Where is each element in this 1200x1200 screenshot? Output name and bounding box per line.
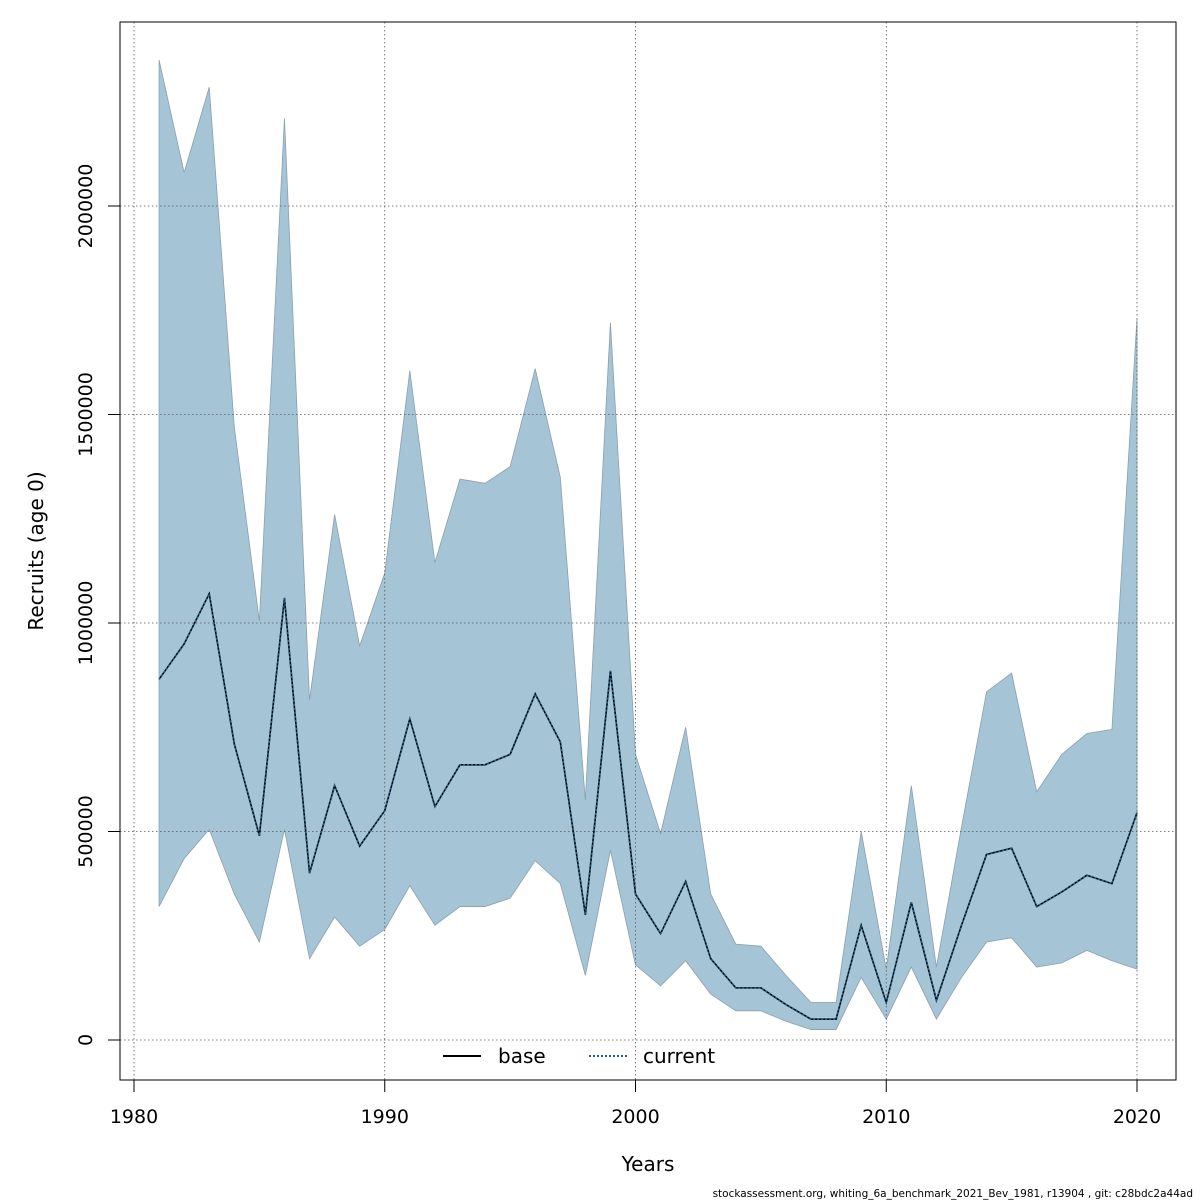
x-tick-label-1980: 1980 <box>110 1106 158 1128</box>
gridlines <box>120 22 1176 1080</box>
confidence-band <box>158 59 1138 1030</box>
x-tick-label-2020: 2020 <box>1113 1106 1161 1128</box>
x-tick-label-2000: 2000 <box>611 1106 659 1128</box>
x-tick-label-2010: 2010 <box>862 1106 910 1128</box>
legend: base current <box>443 1044 715 1068</box>
x-axis-title: Years <box>621 1152 675 1176</box>
series-line-current <box>158 591 1138 1020</box>
y-tick-label-500000: 500000 <box>75 795 97 868</box>
x-axis: 1980 1990 2000 2010 2020 <box>110 1079 1161 1128</box>
legend-current-label: current <box>643 1044 715 1068</box>
y-tick-label-2000000: 2000000 <box>75 164 97 249</box>
y-axis: 0 500000 1000000 1500000 2000000 <box>75 164 121 1046</box>
legend-base-label: base <box>498 1044 546 1068</box>
y-tick-label-1500000: 1500000 <box>75 372 97 457</box>
y-axis-title: Recruits (age 0) <box>24 471 48 630</box>
footer-credit: stockassessment.org, whiting_6a_benchmar… <box>713 1188 1193 1200</box>
series-lines <box>158 591 1138 1020</box>
y-tick-label-1000000: 1000000 <box>75 581 97 666</box>
ci-band-area <box>158 59 1138 1030</box>
y-tick-label-0: 0 <box>75 1034 97 1046</box>
x-tick-label-1990: 1990 <box>361 1106 409 1128</box>
